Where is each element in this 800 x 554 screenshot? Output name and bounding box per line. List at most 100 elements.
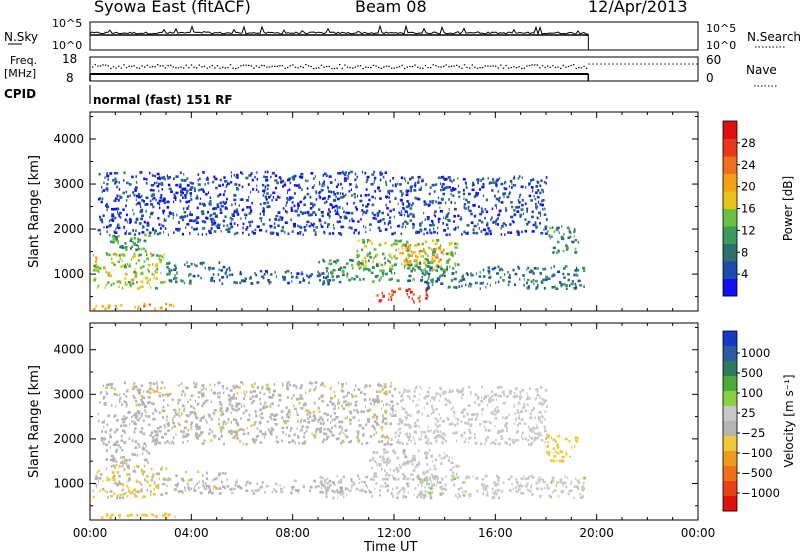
velocity-cell [167,393,170,396]
power-cell [435,183,438,186]
velocity-cell [431,460,434,463]
power-cell [140,205,142,209]
velocity-cell [148,381,152,385]
velocity-cell [134,385,138,389]
power-cells [92,170,586,311]
velocity-cell [419,393,421,396]
power-cell [135,244,138,247]
power-cell [551,274,554,278]
velocity-cell [355,394,358,398]
power-cell [125,204,127,208]
power-cell [349,258,352,262]
power-cell [312,222,316,226]
power-cell [308,224,312,228]
power-cell [342,273,345,277]
power-cell [173,200,175,204]
power-cell [555,228,559,232]
velocity-cell [431,411,435,414]
power-cell [226,268,228,271]
velocity-cell [270,417,272,421]
power-cell [208,231,212,235]
power-cell [299,232,301,236]
power-cell [373,178,376,181]
velocity-cell [524,437,527,440]
power-cell [350,211,354,215]
velocity-cell [487,491,489,494]
velocity-cell [167,515,169,519]
power-cell [512,220,515,224]
velocity-cell [371,458,375,461]
velocity-cell [403,388,405,391]
velocity-cell [271,490,274,494]
power-cell [233,173,236,177]
power-cell [137,237,139,241]
power-cell [113,216,117,220]
power-cell [291,201,294,204]
power-cell [148,303,151,307]
velocity-cell [155,433,159,437]
velocity-cell [268,391,271,394]
velocity-cell [106,515,108,519]
velocity-cell [410,425,412,429]
velocity-cell [329,387,331,391]
power-cell [98,172,101,176]
velocity-cell [455,431,458,434]
velocity-cell [388,390,391,394]
velocity-cell [187,428,190,432]
power-cell [495,281,497,285]
power-cell [424,280,428,284]
power-cell [189,213,192,216]
power-cell [541,199,544,202]
velocity-cell [207,485,211,488]
power-cell [425,288,429,292]
power-cell [118,285,120,289]
velocity-cell [136,454,139,457]
power-cell [296,232,299,235]
power-cell [407,253,410,256]
velocity-cell [517,484,521,487]
power-cell [154,174,156,178]
velocity-cell [358,388,361,391]
velocity-cell [482,492,484,495]
x-tick-label: 20:00 [579,526,614,540]
velocity-cell [420,495,422,499]
velocity-cell [220,429,223,432]
velocity-cell [501,390,505,394]
velocity-cell [156,484,158,487]
power-cell [132,281,134,284]
power-cell [222,183,224,187]
power-cell [223,224,225,228]
power-cell [334,209,337,212]
velocity-cell [161,381,164,384]
power-cell [437,176,441,180]
x-tick-label: 08:00 [275,526,310,540]
velocity-cell [139,481,141,484]
power-cell [132,229,134,232]
power-cell [156,263,159,266]
power-cell [422,268,424,272]
velocity-cell [123,418,127,421]
velocity-cell [251,438,255,441]
velocity-cell [415,431,417,435]
velocity-cell [436,477,439,480]
velocity-cell [261,481,264,484]
power-cell [406,189,409,193]
power-cell [105,283,108,286]
velocity-cell [369,490,371,494]
velocity-cell [251,383,253,387]
velocity-cell [417,410,420,414]
velocity-cell [479,442,483,446]
colorbar-swatch [723,481,737,497]
velocity-cell [200,433,203,436]
power-cell [419,224,422,227]
velocity-cell [246,480,249,484]
velocity-cell [291,485,295,489]
velocity-cell [460,433,464,437]
power-cell [470,283,473,286]
velocity-cell [297,491,299,494]
velocity-cell [109,435,113,439]
velocity-cell [433,464,436,468]
power-cell [125,230,127,233]
power-cell [236,213,240,216]
